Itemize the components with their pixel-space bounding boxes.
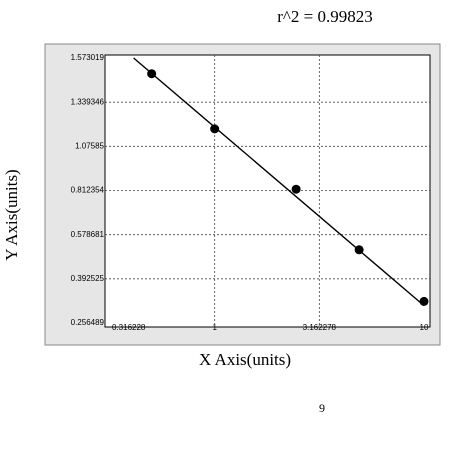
x-tick-label: 0.316228 [112, 323, 146, 332]
y-tick-label: 0.578681 [71, 230, 105, 239]
y-axis-label: Y Axis(units) [2, 169, 21, 260]
y-tick-label: 0.812354 [71, 186, 105, 195]
x-axis-label: X Axis(units) [199, 350, 291, 369]
y-tick-label: 1.573019 [71, 53, 105, 62]
annotation: r^2 = 0.99823 [277, 7, 372, 26]
x-tick-label: 1 [212, 323, 217, 332]
x-tick-label: 3.162278 [303, 323, 337, 332]
y-tick-label: 0.392525 [71, 274, 105, 283]
fit-line [133, 57, 425, 307]
y-tick-label: 1.07585 [75, 141, 104, 150]
y-tick-label: 1.339346 [71, 97, 105, 106]
x-tick-label: 10 [420, 323, 429, 332]
plot-area [104, 54, 431, 328]
data-point [291, 184, 301, 194]
y-tick-label: 0.256489 [71, 318, 105, 327]
data-point [419, 296, 429, 306]
data-point [210, 124, 220, 134]
page-number: 9 [319, 401, 325, 415]
